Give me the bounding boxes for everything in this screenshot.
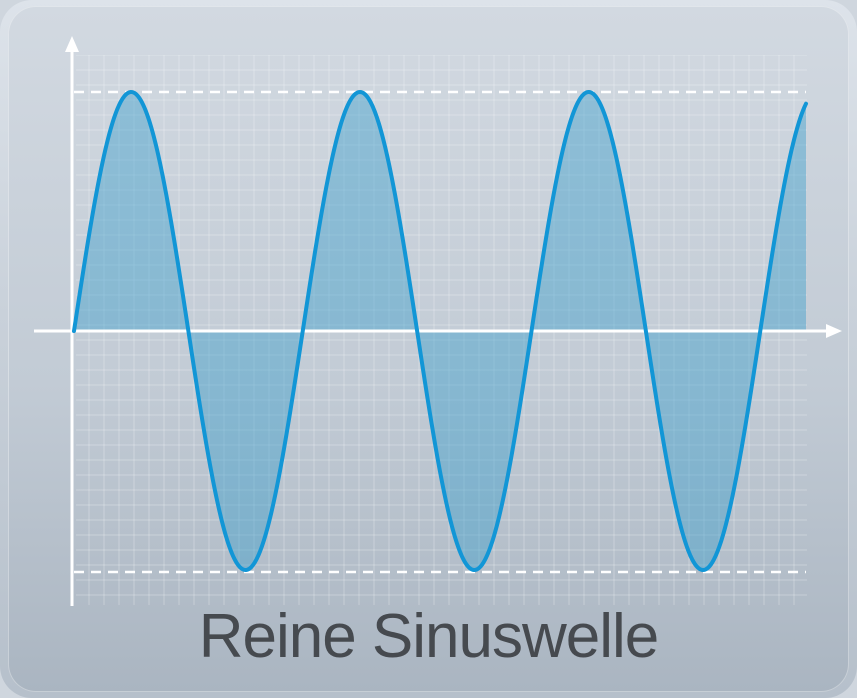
x-axis-arrow-icon [826,324,842,338]
y-axis-arrow-icon [65,36,79,52]
diagram-caption: Reine Sinuswelle [198,602,660,671]
sine-wave-line [72,90,808,572]
